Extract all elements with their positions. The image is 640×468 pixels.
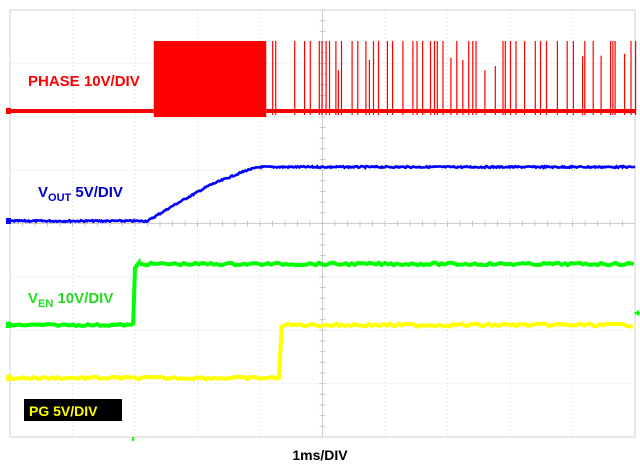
phase-label: PHASE 10V/DIV [28, 73, 140, 90]
trigger-level-marker [634, 310, 639, 316]
vout-label-main: V [38, 184, 48, 201]
trace-vout [9, 164, 636, 224]
ven-label: VEN 10V/DIV [28, 290, 113, 310]
time-scale-label: 1ms/DIV [292, 447, 348, 463]
trace-ven [8, 257, 635, 329]
ven-label-scale: 10V/DIV [53, 290, 113, 307]
traces [6, 41, 639, 441]
trace-phase-sparse-spikes [272, 41, 637, 115]
pg-label-background [24, 399, 122, 421]
vout-label-subscript: OUT [48, 192, 72, 204]
channel-marker-vout [6, 218, 11, 224]
pg-label: PG 5V/DIV [29, 403, 98, 419]
channel-marker-ven [6, 322, 11, 328]
vout-label: VOUT 5V/DIV [38, 184, 123, 204]
ven-label-subscript: EN [38, 298, 53, 310]
vout-label-scale: 5V/DIV [71, 184, 123, 201]
trigger-position-marker [132, 437, 135, 441]
grid [9, 9, 636, 438]
ven-label-main: V [28, 290, 38, 307]
trace-phase-dense-burst [153, 41, 267, 117]
trace-pg [8, 320, 633, 382]
channel-marker-phase [6, 108, 11, 114]
channel-marker-pg [6, 375, 11, 381]
